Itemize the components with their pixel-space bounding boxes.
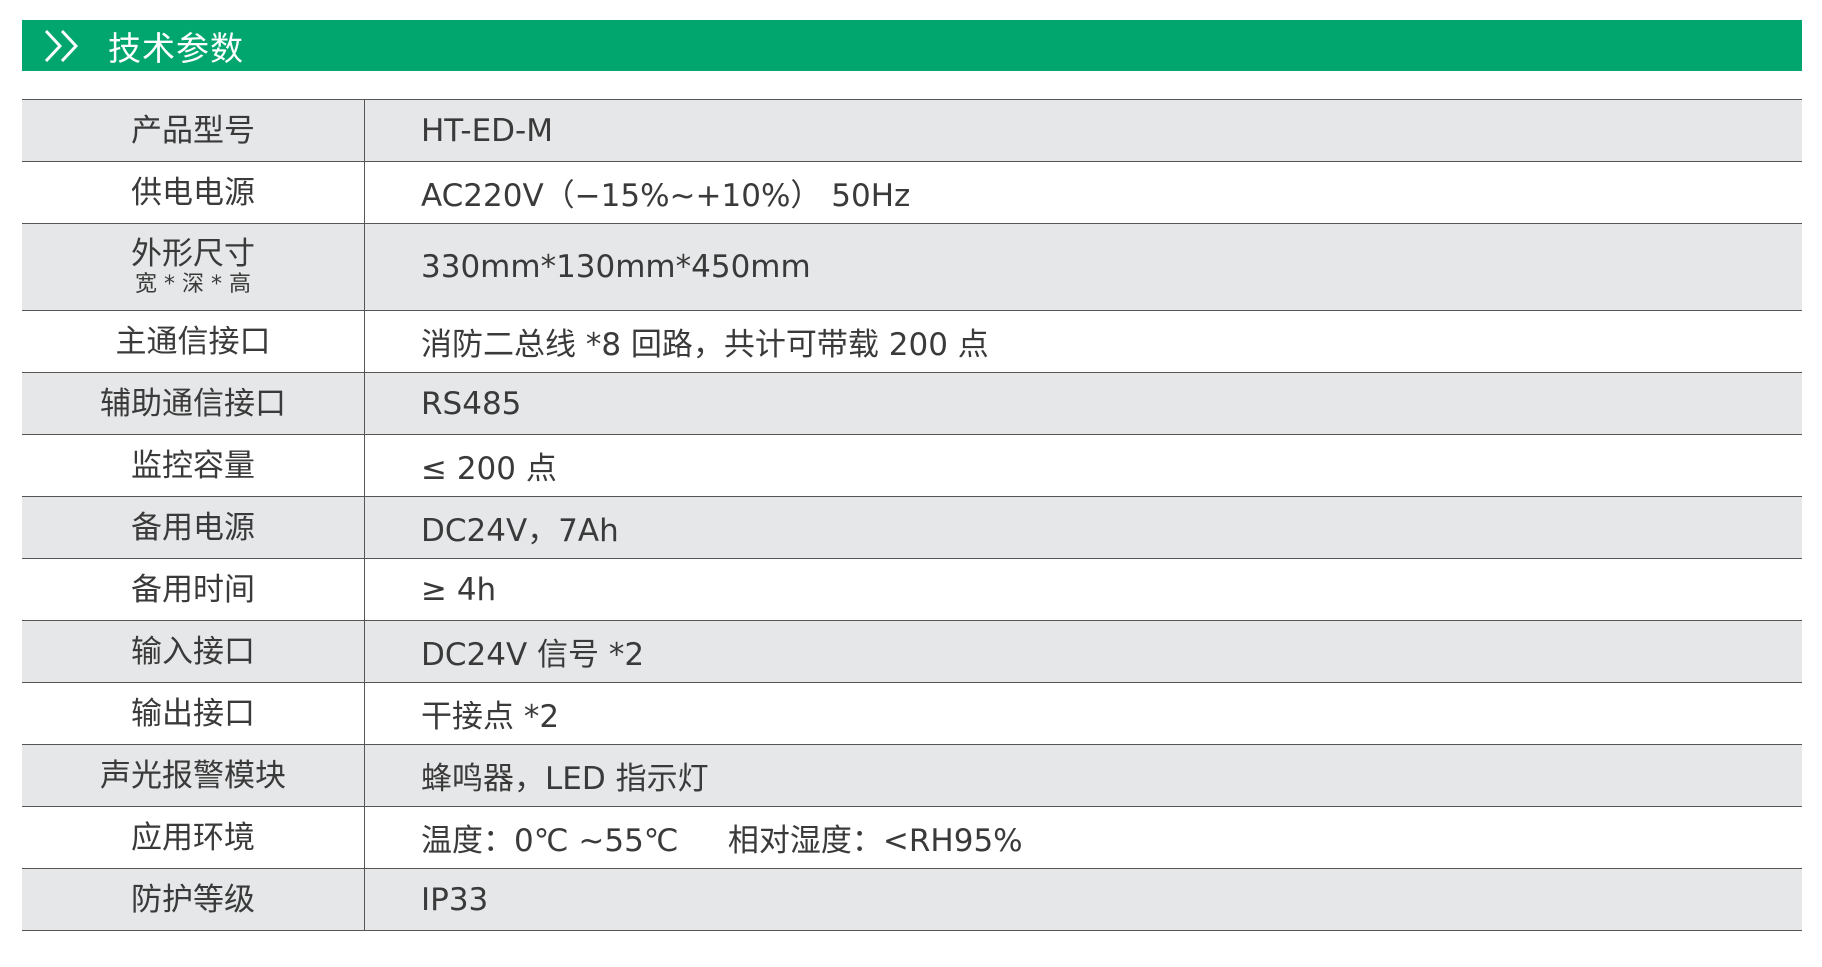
spec-row: 应用环境 温度：0℃ ~55℃ 相对湿度：<RH95% [22,806,1802,869]
spec-label-cell: 产品型号 [22,99,365,162]
spec-label: 备用电源 [131,509,255,546]
spec-row: 监控容量 ≤ 200 点 [22,434,1802,497]
spec-label: 防护等级 [131,881,255,918]
spec-label-cell: 输入接口 [22,620,365,683]
spec-row: 备用电源 DC24V，7Ah [22,496,1802,559]
spec-value: HT-ED-M [364,99,1802,162]
spec-label: 外形尺寸 [131,236,255,272]
spec-value: RS485 [364,372,1802,435]
spec-value: AC220V（−15%~+10%） 50Hz [364,161,1802,224]
spec-value: DC24V，7Ah [364,496,1802,559]
spec-row: 备用时间 ≥ 4h [22,558,1802,621]
spec-value: 330mm*130mm*450mm [364,223,1802,311]
spec-row: 输入接口 DC24V 信号 *2 [22,620,1802,683]
spec-label-cell: 主通信接口 [22,310,365,373]
section-title: 技术参数 [108,28,244,68]
spec-label-cell: 外形尺寸宽 * 深 * 高 [22,223,365,311]
spec-label: 监控容量 [131,447,255,484]
spec-row: 声光报警模块 蜂鸣器，LED 指示灯 [22,744,1802,807]
spec-label-cell: 监控容量 [22,434,365,497]
spec-label-cell: 备用电源 [22,496,365,559]
spec-label: 产品型号 [131,112,255,149]
spec-row: 主通信接口 消防二总线 *8 回路，共计可带载 200 点 [22,310,1802,373]
spec-label: 输入接口 [131,633,255,670]
spec-row: 辅助通信接口 RS485 [22,372,1802,435]
spec-label: 主通信接口 [115,323,271,360]
spec-label: 声光报警模块 [100,757,286,794]
spec-row: 供电电源 AC220V（−15%~+10%） 50Hz [22,161,1802,224]
spec-label-cell: 声光报警模块 [22,744,365,807]
spec-label-cell: 备用时间 [22,558,365,621]
spec-label: 辅助通信接口 [100,385,286,422]
spec-value: 消防二总线 *8 回路，共计可带载 200 点 [364,310,1802,373]
spec-row: 输出接口 干接点 *2 [22,682,1802,745]
spec-row: 外形尺寸宽 * 深 * 高 330mm*130mm*450mm [22,223,1802,311]
spec-label-cell: 防护等级 [22,868,365,931]
spec-label: 输出接口 [131,695,255,732]
spec-label-cell: 辅助通信接口 [22,372,365,435]
double-chevron-right-icon [44,29,79,62]
spec-label-cell: 应用环境 [22,806,365,869]
spec-label: 备用时间 [131,571,255,608]
section-header: 技术参数 [22,20,1802,71]
spec-row: 产品型号 HT-ED-M [22,99,1802,162]
spec-label: 应用环境 [131,819,255,856]
spec-label: 供电电源 [131,174,255,211]
spec-row: 防护等级 IP33 [22,868,1802,931]
spec-value: DC24V 信号 *2 [364,620,1802,683]
spec-sublabel: 宽 * 深 * 高 [135,272,251,297]
spec-value: 干接点 *2 [364,682,1802,745]
spec-value: 温度：0℃ ~55℃ 相对湿度：<RH95% [364,806,1802,869]
spec-value: ≤ 200 点 [364,434,1802,497]
spec-label-cell: 输出接口 [22,682,365,745]
spec-value: 蜂鸣器，LED 指示灯 [364,744,1802,807]
spec-table: 产品型号 HT-ED-M 供电电源 AC220V（−15%~+10%） 50Hz 外形尺… [22,99,1802,931]
spec-value: ≥ 4h [364,558,1802,621]
spec-label-cell: 供电电源 [22,161,365,224]
spec-value: IP33 [364,868,1802,931]
